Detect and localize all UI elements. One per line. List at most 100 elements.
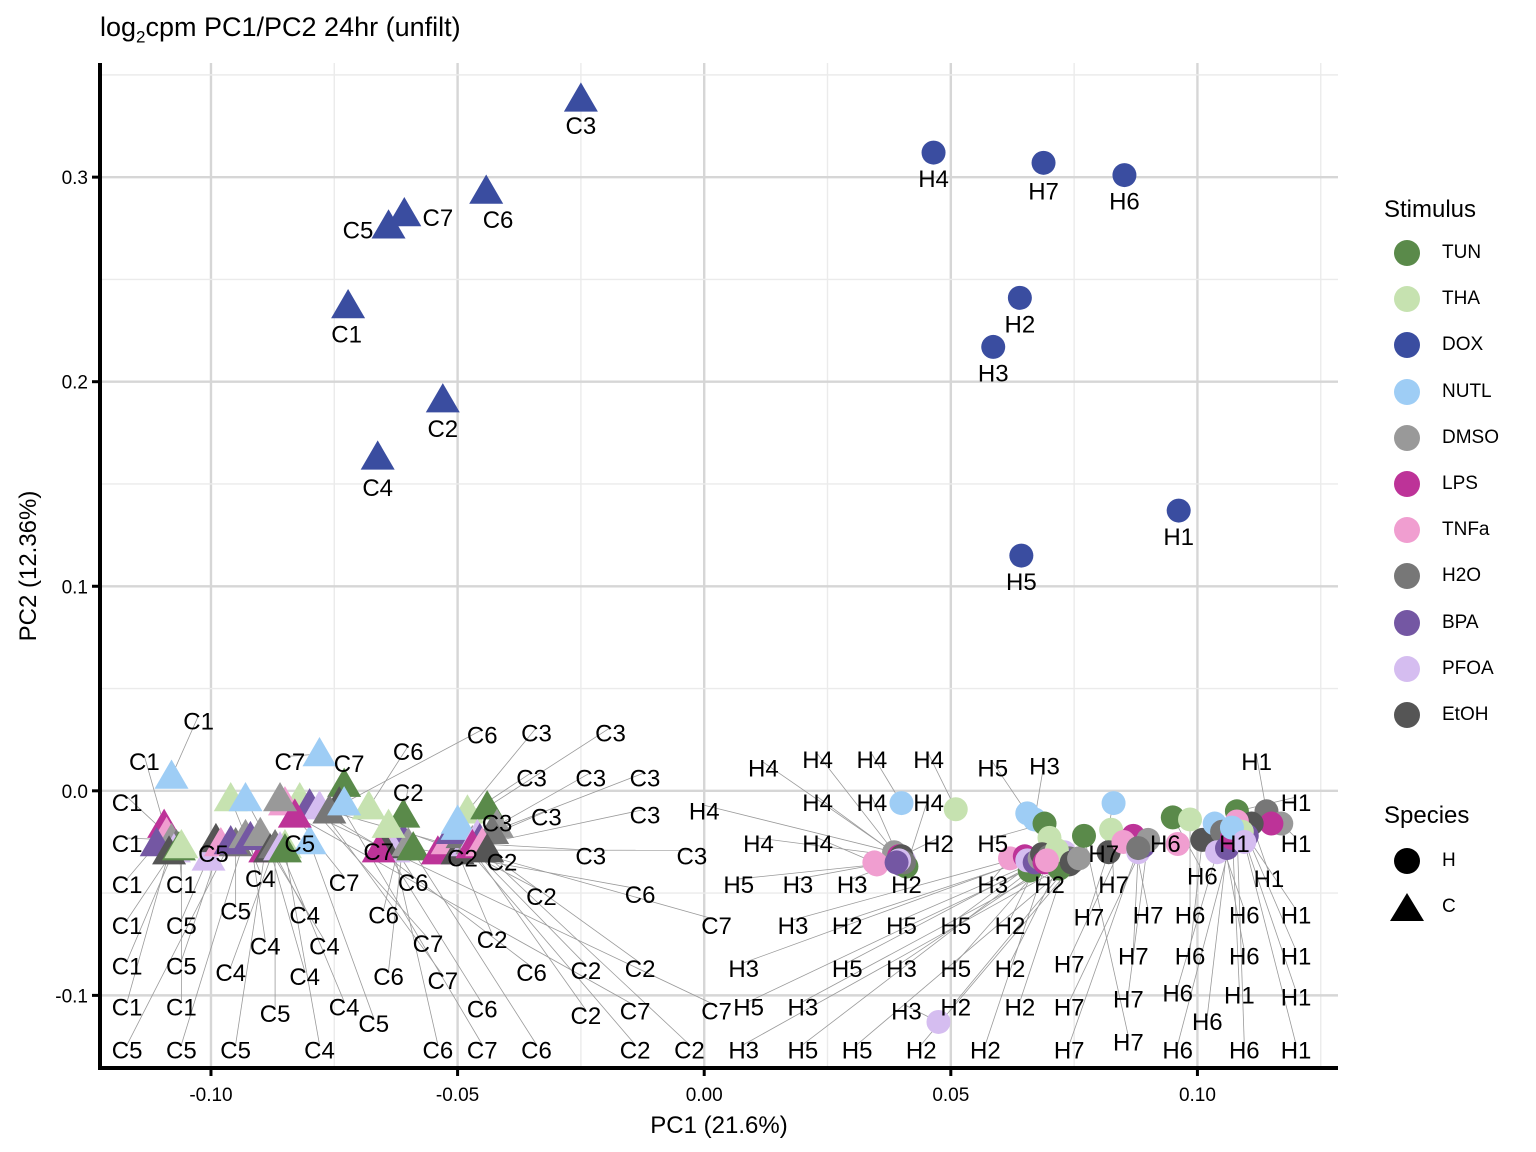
stimulus-legend-item-dox: DOX bbox=[1384, 322, 1499, 368]
point-label: C7 bbox=[363, 839, 394, 866]
point-label: C7 bbox=[701, 913, 732, 940]
stimulus-legend-label: LPS bbox=[1442, 473, 1478, 495]
point-label: H7 bbox=[1113, 986, 1144, 1013]
point-label: H5 bbox=[977, 831, 1008, 858]
point-label: H3 bbox=[788, 995, 819, 1022]
point-triangle-dox bbox=[563, 82, 598, 112]
stimulus-legend-item-lps: LPS bbox=[1384, 461, 1499, 507]
species-legend: Species H C bbox=[1384, 802, 1469, 930]
point-label: C1 bbox=[166, 872, 197, 899]
leader-line bbox=[378, 849, 532, 968]
point-label: H3 bbox=[783, 872, 814, 899]
point-label: H7 bbox=[1118, 944, 1149, 971]
point-label: C3 bbox=[630, 802, 661, 829]
point-label: H6 bbox=[1162, 1038, 1193, 1065]
circle-icon bbox=[1394, 609, 1420, 636]
leader-line bbox=[393, 850, 439, 1045]
leader-line bbox=[1132, 852, 1139, 951]
point-label: C6 bbox=[368, 903, 399, 930]
point-label: C1 bbox=[112, 913, 143, 940]
point-label: H4 bbox=[743, 831, 774, 858]
circle-icon bbox=[1394, 378, 1420, 405]
leader-line bbox=[1236, 827, 1245, 1045]
point-label: C1 bbox=[112, 995, 143, 1022]
point-label: H5 bbox=[940, 956, 971, 983]
point-label: C1 bbox=[112, 954, 143, 981]
point-label: H5 bbox=[723, 872, 754, 899]
leader-line bbox=[1177, 852, 1218, 988]
point-label: H7 bbox=[1054, 1038, 1085, 1065]
leader-line bbox=[338, 802, 483, 1045]
point-label: H2 bbox=[1034, 872, 1065, 899]
point-label: H5 bbox=[788, 1038, 819, 1065]
point-label: H1 bbox=[1241, 749, 1272, 776]
leader-line bbox=[802, 849, 1058, 1045]
leader-line bbox=[294, 815, 636, 1007]
point-label: C5 bbox=[284, 831, 315, 858]
point-circle-tha bbox=[1178, 807, 1203, 832]
point-label: C3 bbox=[575, 843, 606, 870]
leader-line bbox=[792, 855, 1025, 921]
point-label: H1 bbox=[1219, 831, 1250, 858]
point-label: C6 bbox=[483, 207, 514, 234]
point-circle-tha bbox=[943, 797, 968, 822]
point-label: C2 bbox=[393, 780, 424, 807]
point-label: H6 bbox=[1162, 980, 1193, 1007]
stimulus-legend-label: THA bbox=[1442, 288, 1480, 310]
leader-line bbox=[467, 843, 587, 966]
stimulus-legend: Stimulus TUN THA DOX NUTL DMSO LPS TNFa H2O BPA P… bbox=[1384, 196, 1499, 738]
leader-line bbox=[462, 835, 587, 1011]
point-label: C2 bbox=[447, 845, 478, 872]
leader-line bbox=[1177, 837, 1233, 1045]
leader-line bbox=[1068, 845, 1144, 1002]
point-circle-dmso bbox=[1067, 846, 1092, 871]
point-label: C2 bbox=[570, 1003, 601, 1030]
point-label: H2 bbox=[891, 872, 922, 899]
point-triangle-nutl bbox=[228, 782, 263, 812]
stimulus-legend-label: H2O bbox=[1442, 565, 1482, 587]
point-label: H2 bbox=[832, 913, 863, 940]
point-triangle-nutl bbox=[302, 737, 337, 767]
point-circle-dox bbox=[1009, 543, 1034, 568]
leader-line bbox=[486, 727, 611, 808]
leader-line bbox=[269, 850, 306, 972]
point-label: H7 bbox=[1054, 952, 1085, 979]
point-triangle-dmso bbox=[263, 782, 298, 812]
stimulus-legend-item-tha: THA bbox=[1384, 276, 1499, 322]
point-label: H6 bbox=[1229, 944, 1260, 971]
point-label: H6 bbox=[1187, 864, 1218, 891]
circle-icon bbox=[1394, 563, 1420, 590]
point-circle-dox bbox=[921, 140, 946, 165]
leader-line bbox=[984, 860, 1048, 1045]
point-label: C1 bbox=[331, 322, 362, 349]
point-circle-dox bbox=[981, 334, 1006, 359]
point-triangle-dox bbox=[331, 289, 366, 319]
point-label: H7 bbox=[1133, 903, 1164, 930]
point-circle-tnfa bbox=[864, 852, 889, 877]
y-tick-label: 0.2 bbox=[62, 373, 88, 394]
leader-line bbox=[181, 835, 246, 1045]
point-label: C6 bbox=[393, 739, 424, 766]
point-triangle-h2o bbox=[312, 794, 347, 824]
stimulus-legend-item-bpa: BPA bbox=[1384, 600, 1499, 646]
point-label: H6 bbox=[1229, 903, 1260, 930]
x-tick-label: 0.10 bbox=[1179, 1085, 1216, 1106]
leader-line bbox=[279, 798, 717, 1007]
point-triangle-lps bbox=[277, 798, 312, 828]
point-circle-nutl bbox=[1101, 791, 1126, 816]
point-label: H3 bbox=[891, 999, 922, 1026]
point-label: C7 bbox=[701, 999, 732, 1026]
point-label: C1 bbox=[166, 995, 197, 1022]
leader-line bbox=[743, 853, 1043, 964]
point-label: C2 bbox=[487, 849, 518, 876]
leader-line bbox=[1189, 839, 1203, 951]
leader-line bbox=[1246, 835, 1297, 951]
leader-line bbox=[1243, 841, 1297, 1045]
point-label: H7 bbox=[1113, 1029, 1144, 1056]
leader-line bbox=[284, 850, 320, 1045]
y-tick-label: 0.3 bbox=[62, 168, 88, 189]
x-tick-label: -0.05 bbox=[436, 1085, 479, 1106]
point-label: H4 bbox=[802, 831, 833, 858]
title-suffix: cpm PC1/PC2 24hr (unfilt) bbox=[145, 12, 461, 42]
